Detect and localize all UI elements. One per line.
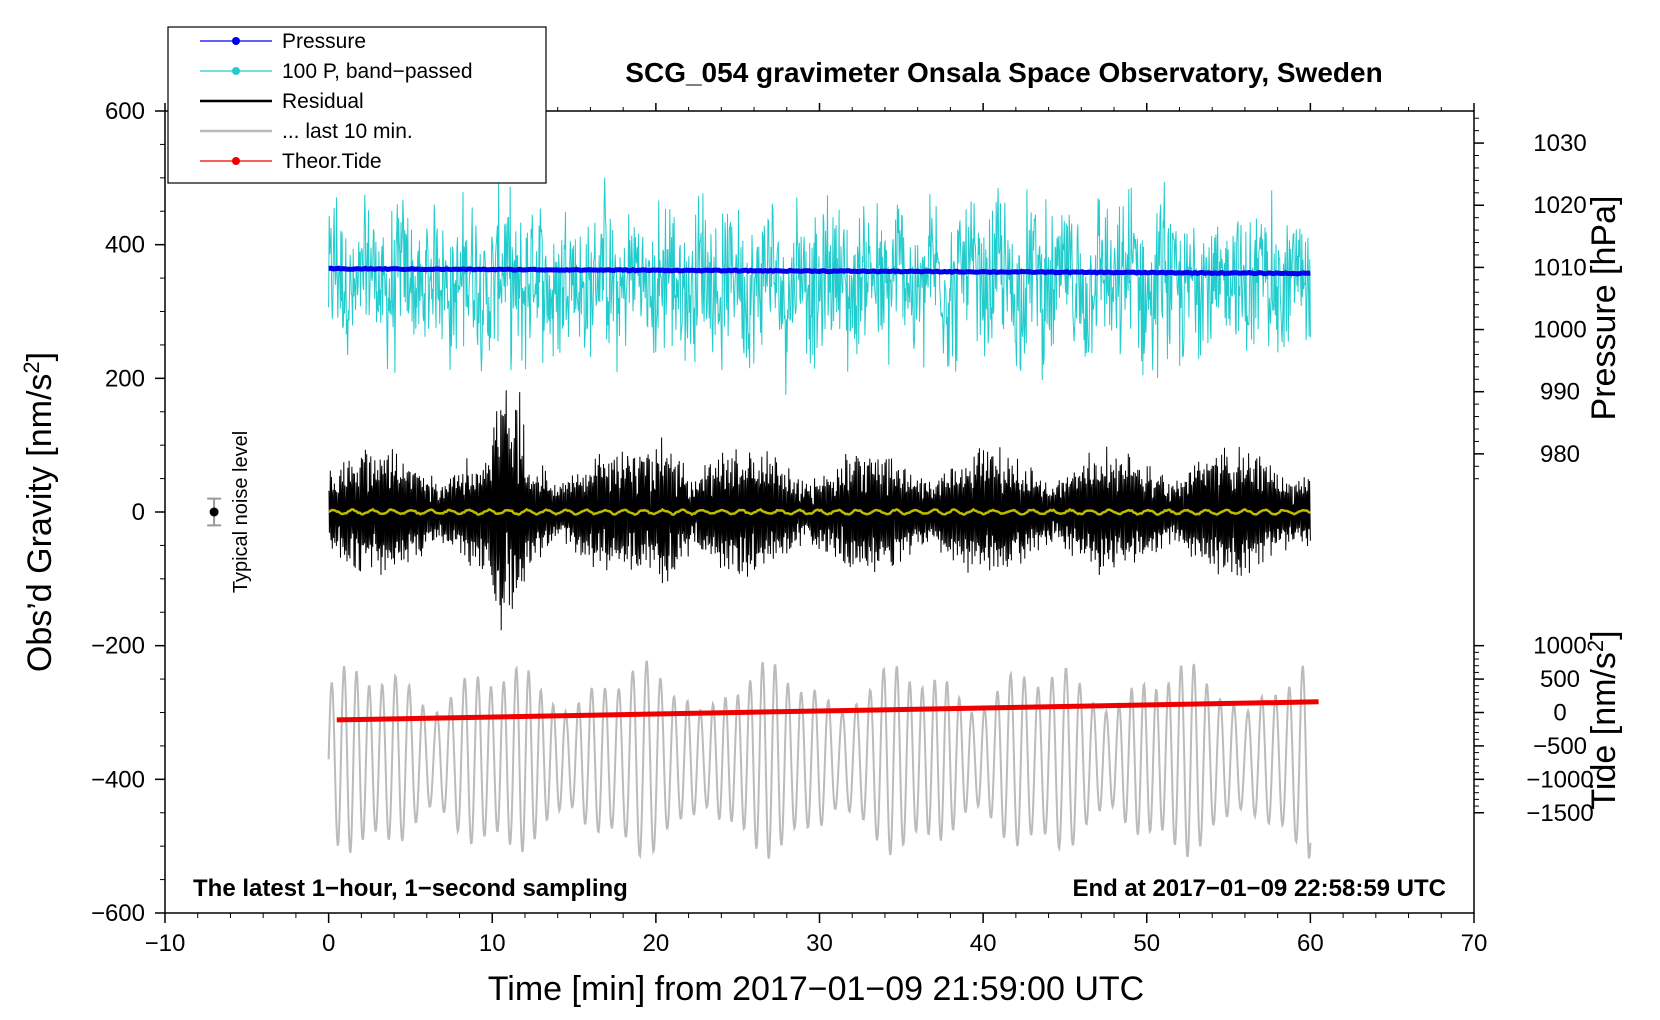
y-tick-label: −400 [91, 766, 145, 793]
tide-tick-label: −500 [1533, 733, 1587, 760]
legend: Pressure 100 P, band−passed Residual ... la… [167, 26, 547, 184]
tide-tick-label: −1000 [1526, 766, 1593, 793]
chart-title: SCG_054 gravimeter Onsala Space Observat… [625, 57, 1382, 88]
series-pressure [328, 265, 1311, 277]
y-axis-title-tide-close: ] [1585, 630, 1623, 639]
x-tick-label: 70 [1461, 930, 1488, 957]
x-tick-label: 60 [1297, 930, 1324, 957]
legend-marker [232, 67, 240, 75]
y-axis-title-gravity: Obs’d Gravity [nm/s2] [19, 352, 60, 672]
tide-tick-label: 500 [1540, 666, 1580, 693]
y-tick-label: 200 [105, 365, 145, 392]
x-tick-label: 0 [322, 930, 335, 957]
y-axis-title-gravity-main: Obs’d Gravity [nm/s [21, 374, 59, 673]
legend-label: ... last 10 min. [282, 120, 413, 143]
x-tick-label: 50 [1133, 930, 1160, 957]
series-residual-smoothed [327, 507, 1311, 517]
series-band-passed-pressure [328, 177, 1311, 395]
legend-marker [232, 157, 240, 165]
tide-tick-label: −1500 [1526, 800, 1593, 827]
y-axis-title-tide-sup: 2 [1583, 640, 1608, 652]
series-theoretical-tide [336, 699, 1319, 723]
x-tick-label: −10 [145, 930, 186, 957]
pressure-tick-label: 1000 [1533, 317, 1586, 344]
annotation-sampling: The latest 1−hour, 1−second sampling [193, 875, 628, 902]
y-tick-label: 600 [105, 98, 145, 125]
pressure-tick-label: 990 [1540, 379, 1580, 406]
y-axis-title-tide-main: Tide [nm/s [1585, 652, 1623, 809]
y-tick-label: −600 [91, 900, 145, 927]
x-axis-title: Time [min] from 2017−01−09 21:59:00 UTC [488, 970, 1144, 1008]
x-tick-label: 30 [806, 930, 833, 957]
noise-level-marker: Typical noise level [207, 431, 252, 593]
y-axis-title-tide: Tide [nm/s2] [1583, 630, 1624, 809]
tide-tick-label: 0 [1553, 700, 1566, 727]
pressure-tick-label: 1020 [1533, 192, 1586, 219]
axes-layer: −10 0 10 20 30 40 50 60 70−600−400−2000200400600… [91, 98, 1594, 957]
annotation-end-time: End at 2017−01−09 22:58:59 UTC [1072, 875, 1446, 902]
legend-label: Pressure [282, 30, 366, 53]
pressure-tick-label: 1030 [1533, 130, 1586, 157]
y-axis-title-gravity-sup: 2 [19, 361, 44, 373]
noise-level-dot [209, 507, 219, 517]
legend-marker [232, 37, 240, 45]
noise-level-label: Typical noise level [230, 431, 252, 593]
x-tick-label: 10 [479, 930, 506, 957]
x-tick-label: 20 [643, 930, 670, 957]
y-tick-label: 400 [105, 232, 145, 259]
pressure-tick-label: 1010 [1533, 254, 1586, 281]
legend-label: 100 P, band−passed [282, 60, 473, 83]
legend-items: Pressure 100 P, band−passed Residual ... la… [200, 30, 473, 173]
pressure-tick-label: 980 [1540, 441, 1580, 468]
x-tick-label: 40 [970, 930, 997, 957]
legend-label: Residual [282, 90, 364, 113]
legend-box [167, 26, 547, 184]
tide-tick-label: 1000 [1533, 633, 1586, 660]
data-layer [327, 177, 1319, 860]
y-tick-label: 0 [132, 499, 145, 526]
series-residual [328, 390, 1311, 631]
series-last-10-min [327, 660, 1312, 860]
y-tick-label: −200 [91, 633, 145, 660]
legend-label: Theor.Tide [282, 150, 382, 173]
y-axis-title-gravity-close: ] [21, 352, 59, 361]
y-axis-title-pressure: Pressure [hPa] [1585, 196, 1623, 421]
